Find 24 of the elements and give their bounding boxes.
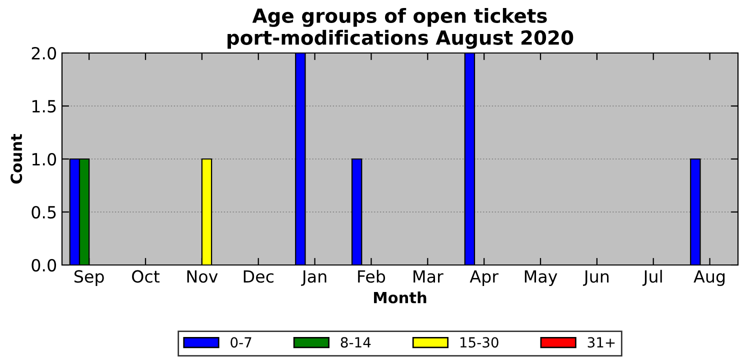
- y-tick-label: 1.0: [32, 152, 56, 166]
- y-tick-label: 0.5: [32, 206, 56, 219]
- x-tick-label: Sep: [74, 270, 104, 286]
- legend-label: 31+: [588, 337, 615, 348]
- x-axis-title: Month: [374, 292, 426, 304]
- legend-label: 15-30: [460, 337, 498, 348]
- x-tick-label: Apr: [470, 270, 498, 286]
- y-tick-label: 2.0: [32, 46, 56, 60]
- x-tick-label: Nov: [187, 270, 218, 283]
- x-tick-label: Aug: [694, 270, 725, 286]
- y-axis-title: Count: [10, 134, 22, 184]
- x-tick-label: Jul: [642, 270, 662, 286]
- x-tick-label: Dec: [244, 270, 274, 283]
- x-tick-label: Jun: [583, 270, 609, 286]
- y-tick-label: 0.0: [32, 258, 56, 272]
- x-tick-label: Oct: [132, 270, 160, 283]
- legend-label: 8-14: [340, 337, 371, 348]
- chart-title: Age groups of open tickets port-modifications August 2020: [228, 8, 574, 49]
- y-tick-label: 1.5: [32, 100, 56, 113]
- x-tick-label: Jan: [301, 270, 326, 286]
- legend-label: 0-7: [230, 337, 252, 348]
- x-tick-label: Feb: [358, 270, 386, 283]
- x-tick-label: Mar: [414, 270, 444, 283]
- x-tick-label: May: [524, 270, 558, 286]
